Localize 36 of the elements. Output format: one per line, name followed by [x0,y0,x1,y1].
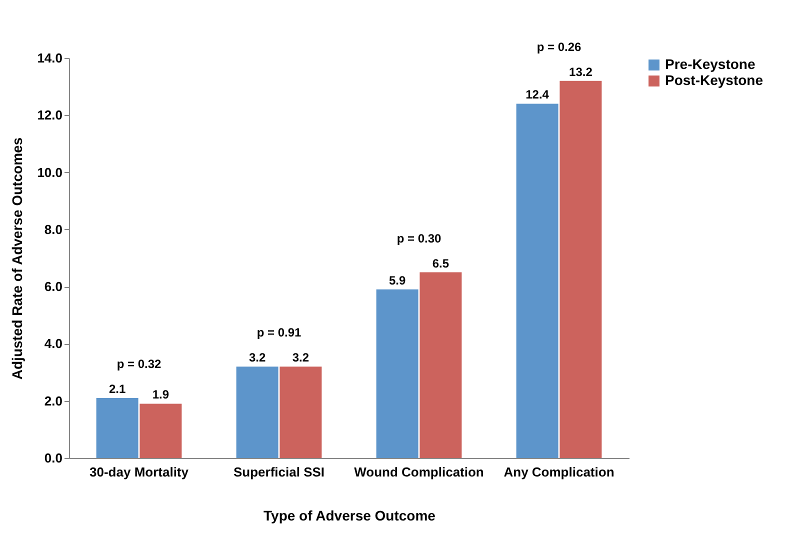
y-tick-label: 6.0 [44,279,62,294]
data-label: 3.2 [292,350,310,365]
annotation: p = 0.91 [256,326,302,340]
bar [280,366,322,458]
annotation: p = 0.30 [396,231,442,246]
data-label: 5.9 [388,273,406,288]
data-label: 13.2 [569,64,593,79]
y-axis-title: Adjusted Rate of Adverse Outcomes [9,137,26,380]
bar [560,80,602,458]
bar [420,272,462,458]
text: p = 0.26 [536,40,582,54]
data-label: 12.4 [526,88,550,102]
bar [236,366,278,458]
annotation: p = 0.32 [116,357,162,371]
data-label: 3.2 [248,350,266,365]
y-tick-label: 10.0 [37,164,62,180]
legend-label: Post-Keystone [665,72,764,88]
x-tick-label: Superficial SSI [233,464,325,480]
y-tick-label: 8.0 [44,222,62,237]
y-tick-label: 4.0 [44,336,62,352]
bar [516,104,558,458]
y-tick-label: 0.0 [44,450,62,466]
legend-label: Pre-Keystone [665,56,756,72]
x-tick-label: 30-day Mortality [90,464,190,480]
data-label: 6.5 [432,256,450,270]
data-label: 1.9 [152,388,170,402]
bar [376,289,418,458]
y-tick-label: 14.0 [37,50,62,66]
data-label: 2.1 [108,382,126,396]
y-tick-label: 12.0 [37,108,62,123]
bar [140,404,182,458]
x-axis-title: Type of Adverse Outcome [264,508,436,524]
bar [96,398,138,458]
x-tick-label: Any Complication [504,464,614,480]
y-tick-label: 2.0 [44,393,62,408]
x-tick-label: Wound Complication [354,464,484,480]
